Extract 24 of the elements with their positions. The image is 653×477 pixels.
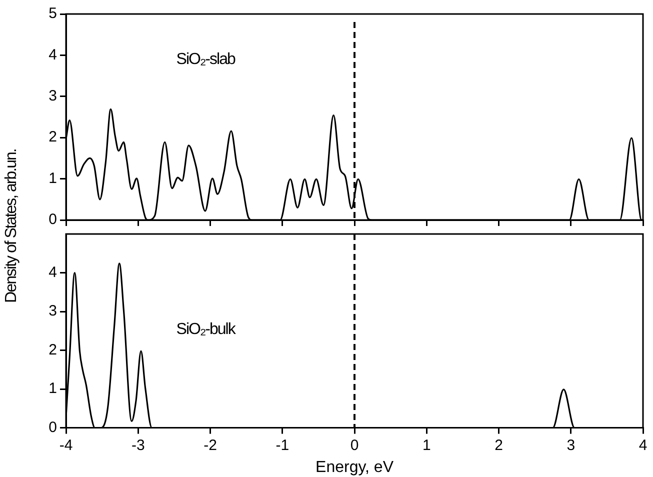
y-axis-title: Density of States, arb.un. <box>3 149 21 303</box>
y-tick-label: 1 <box>48 380 57 398</box>
y-tick-label: 4 <box>48 264 57 281</box>
y-tick-label: 3 <box>48 88 57 105</box>
annotation: SiO₂-slab <box>176 51 235 70</box>
y-tick-label: 4 <box>48 46 57 64</box>
y-tick-label: 3 <box>48 302 57 320</box>
x-tick-label: 2 <box>494 436 503 454</box>
x-tick-label: -4 <box>59 436 73 454</box>
x-axis-title: Energy, eV <box>316 458 394 476</box>
y-tick-label: 5 <box>48 5 57 22</box>
x-tick-label: -1 <box>276 436 290 454</box>
y-tick-label: 1 <box>48 170 57 187</box>
x-tick-label: 4 <box>638 436 648 454</box>
y-tick-label: 2 <box>48 341 57 358</box>
x-tick-label: -3 <box>131 436 145 454</box>
y-tick-label: 2 <box>48 128 57 146</box>
x-tick-label: 1 <box>422 436 431 454</box>
y-tick-label: 0 <box>48 418 57 436</box>
annotation: SiO₂-bulk <box>176 321 235 340</box>
x-tick-label: 3 <box>566 436 576 454</box>
x-tick-label: 0 <box>350 436 359 454</box>
x-tick-label: -2 <box>204 436 217 454</box>
y-tick-label: 0 <box>48 211 57 228</box>
